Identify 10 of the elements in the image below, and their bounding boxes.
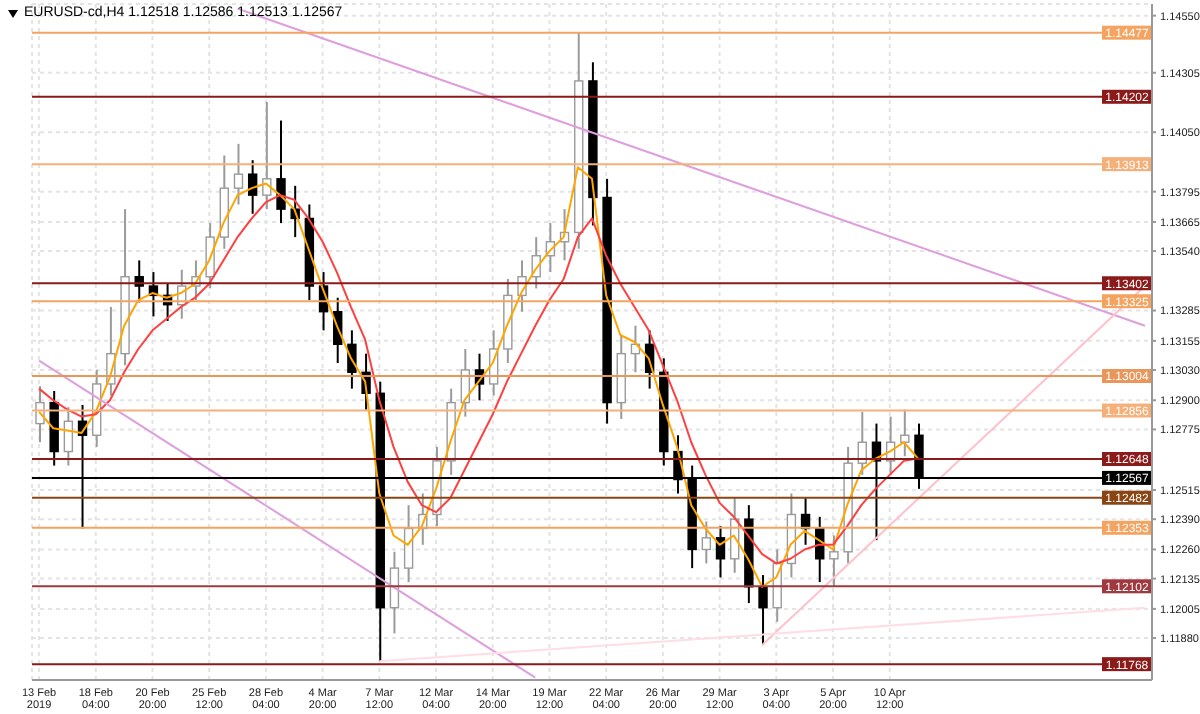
- candlestick: [205, 222, 215, 290]
- candlestick: [276, 119, 286, 225]
- candlestick: [829, 534, 839, 588]
- candlestick: [233, 142, 244, 206]
- candlestick: [900, 408, 910, 458]
- candlestick: [758, 574, 768, 647]
- candlestick: [247, 159, 258, 215]
- candlestick: [347, 329, 357, 390]
- candlestick: [701, 520, 712, 565]
- candlestick: [262, 100, 272, 211]
